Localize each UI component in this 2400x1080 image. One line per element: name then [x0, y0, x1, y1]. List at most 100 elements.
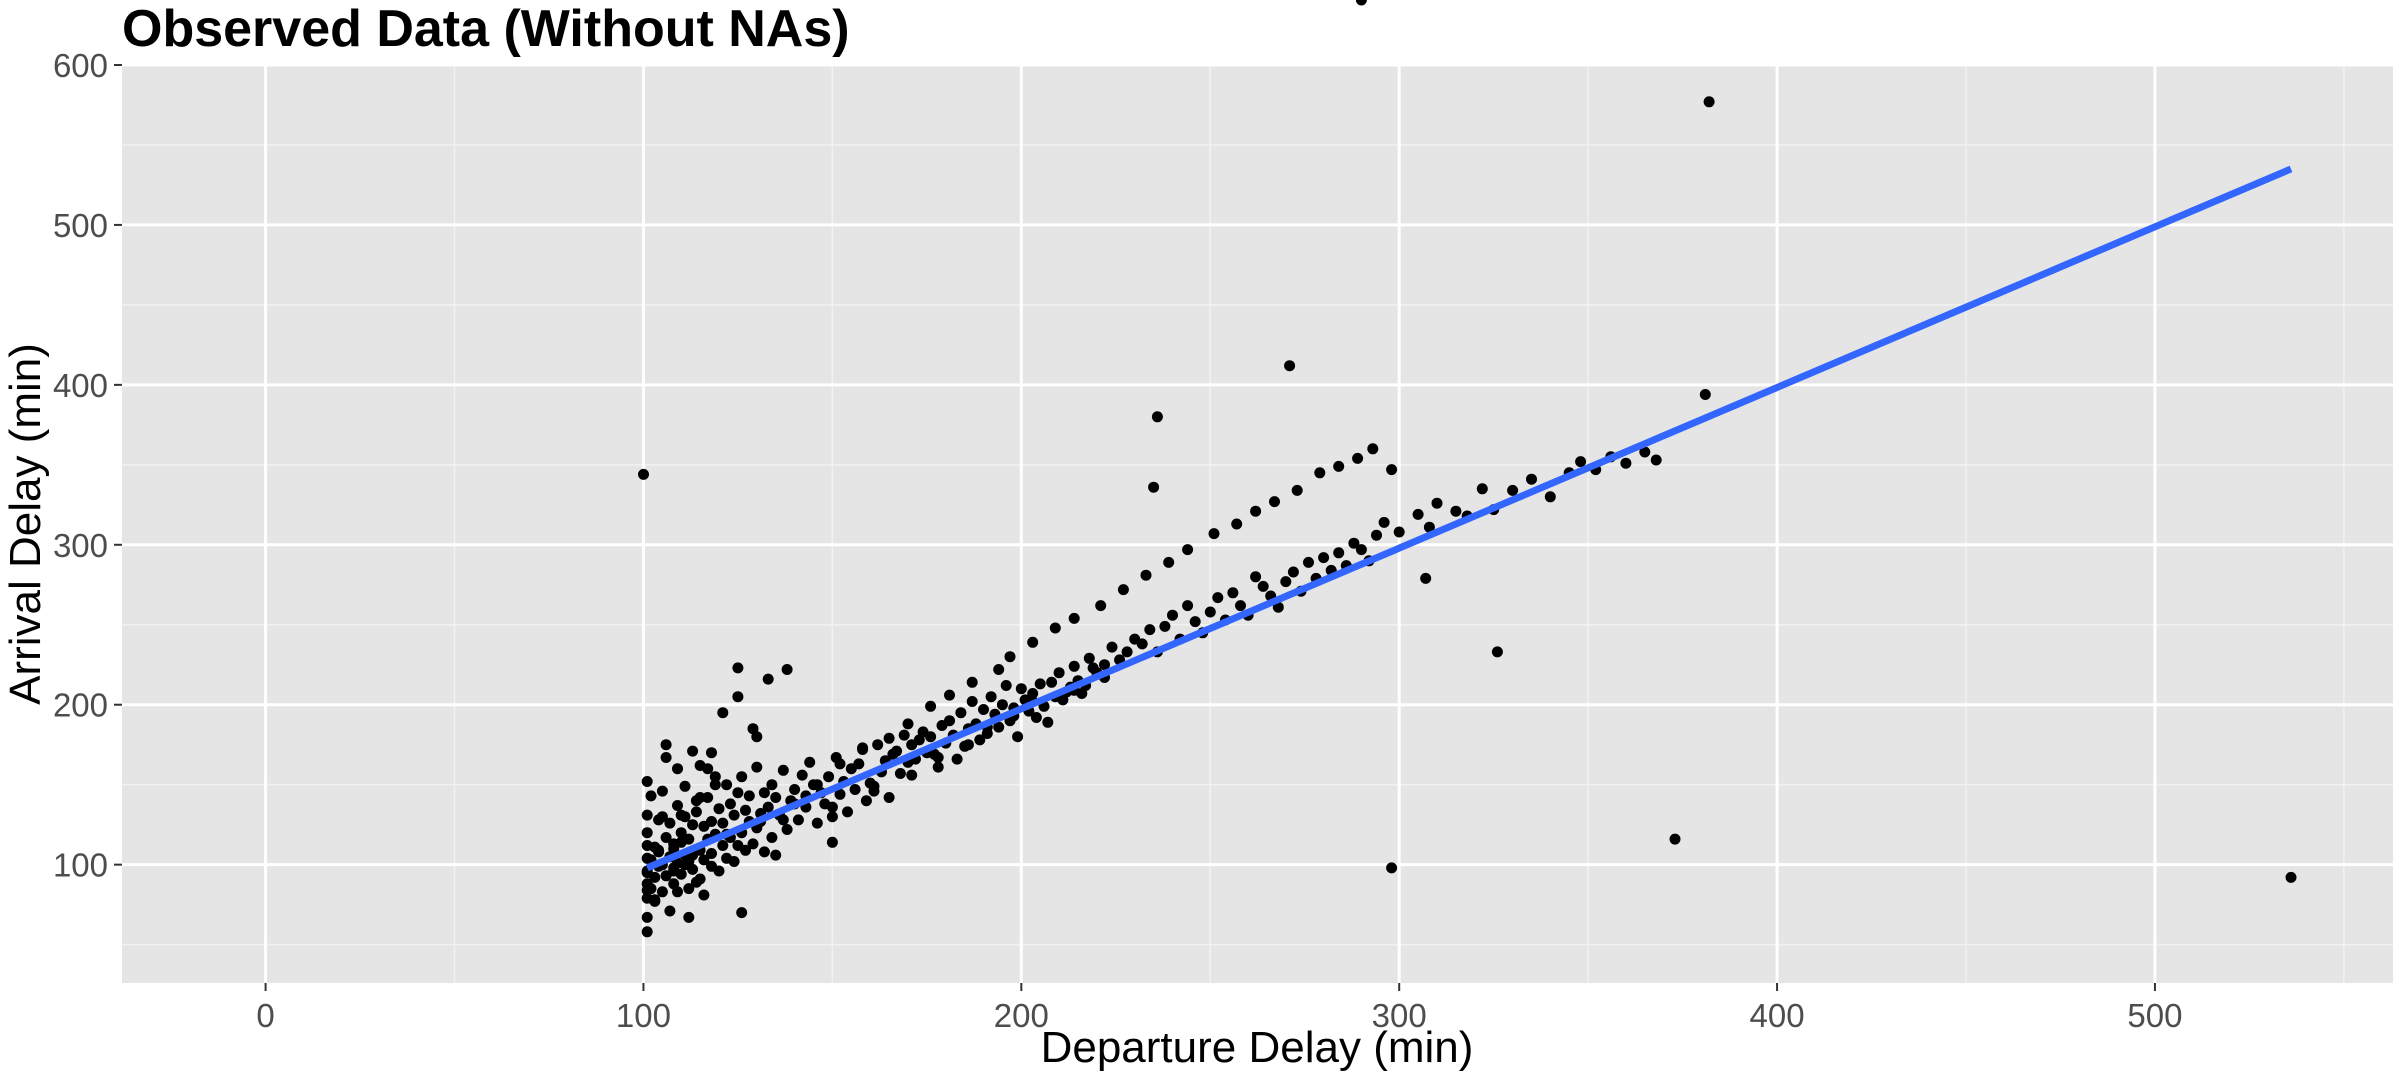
- data-point: [1144, 624, 1156, 636]
- data-point: [834, 758, 846, 770]
- data-point: [1386, 862, 1398, 874]
- data-point: [962, 739, 974, 751]
- y-tick-label: 300: [53, 527, 108, 564]
- data-point: [679, 859, 691, 871]
- data-point: [1204, 606, 1216, 618]
- data-point: [702, 763, 714, 775]
- data-point: [660, 832, 672, 843]
- data-point: [1420, 572, 1432, 584]
- data-point: [1355, 0, 1367, 6]
- data-point: [1412, 508, 1424, 520]
- data-point: [1669, 833, 1681, 845]
- grid-minor: [122, 65, 2393, 983]
- y-tick-label: 400: [53, 367, 108, 404]
- data-point: [1431, 497, 1443, 509]
- data-point: [758, 846, 770, 858]
- data-point: [1182, 544, 1194, 556]
- data-point: [668, 838, 680, 850]
- data-point: [891, 745, 903, 757]
- data-point: [857, 742, 869, 754]
- data-point: [1095, 600, 1107, 612]
- data-point: [766, 832, 778, 843]
- data-point: [1650, 454, 1662, 466]
- data-point: [743, 790, 755, 802]
- data-point: [951, 753, 963, 765]
- data-point: [721, 779, 733, 791]
- data-point: [826, 811, 838, 823]
- data-point: [2285, 871, 2297, 883]
- data-point: [687, 745, 699, 757]
- data-point: [1333, 547, 1345, 559]
- data-point: [740, 804, 751, 816]
- data-point: [1004, 651, 1016, 663]
- data-point: [679, 780, 691, 792]
- data-point: [672, 763, 683, 775]
- data-point: [1208, 528, 1220, 540]
- y-tick-label: 200: [53, 687, 108, 724]
- data-point: [1117, 584, 1129, 596]
- data-point: [1099, 659, 1110, 671]
- data-point: [1378, 516, 1390, 528]
- data-point: [660, 752, 672, 763]
- data-point: [653, 844, 665, 856]
- data-point: [1042, 716, 1054, 728]
- data-point: [1476, 483, 1488, 495]
- data-point: [777, 814, 789, 826]
- data-point: [770, 849, 782, 861]
- data-point: [1231, 518, 1243, 530]
- data-point: [1136, 638, 1148, 650]
- data-point: [796, 769, 808, 781]
- data-point: [1167, 609, 1178, 621]
- data-point: [672, 800, 683, 811]
- x-axis-title: Departure Delay (min): [1041, 1023, 1474, 1072]
- data-point: [698, 854, 710, 866]
- chart-title: Observed Data (Without NAs): [122, 0, 850, 58]
- data-point: [1151, 411, 1163, 423]
- data-point: [664, 817, 676, 829]
- data-point: [672, 886, 683, 898]
- data-point: [690, 806, 702, 818]
- data-point: [1189, 616, 1201, 628]
- data-point: [849, 784, 861, 795]
- data-point: [974, 734, 986, 746]
- data-point: [668, 865, 680, 877]
- data-point: [1507, 484, 1519, 496]
- data-point: [883, 792, 895, 803]
- data-point: [641, 911, 653, 923]
- data-point: [1386, 464, 1398, 476]
- data-point: [1699, 389, 1711, 400]
- data-point: [1068, 612, 1080, 624]
- data-point: [709, 779, 721, 791]
- data-point: [1257, 580, 1269, 592]
- y-axis: 100 200 300 400 500 600: [53, 47, 122, 884]
- data-point: [758, 787, 770, 799]
- data-point: [649, 871, 661, 883]
- data-point: [638, 468, 649, 480]
- data-point: [1371, 529, 1382, 541]
- data-point: [883, 732, 895, 744]
- data-point: [1269, 496, 1280, 508]
- data-point: [706, 848, 717, 859]
- data-point: [1159, 620, 1171, 632]
- y-tick-label: 500: [53, 207, 108, 244]
- data-point: [781, 824, 793, 835]
- x-axis: 0 100 200 300 400 500: [256, 983, 2182, 1034]
- data-point: [706, 747, 717, 759]
- data-point: [1280, 576, 1292, 588]
- data-point: [675, 809, 687, 821]
- data-point: [683, 911, 695, 923]
- data-point: [932, 761, 944, 773]
- data-point: [732, 662, 744, 674]
- data-point: [728, 856, 740, 867]
- data-point: [664, 905, 676, 917]
- data-point: [906, 769, 918, 781]
- data-point: [770, 792, 782, 803]
- data-point: [944, 689, 955, 701]
- data-point: [1121, 646, 1133, 658]
- data-point: [645, 790, 657, 802]
- x-tick-label: 200: [994, 997, 1049, 1034]
- y-axis-title: Arrival Delay (min): [1, 343, 50, 705]
- data-point: [641, 809, 653, 821]
- data-point: [811, 779, 823, 791]
